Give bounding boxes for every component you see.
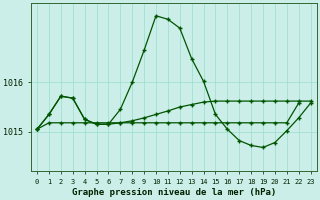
X-axis label: Graphe pression niveau de la mer (hPa): Graphe pression niveau de la mer (hPa) (72, 188, 276, 197)
